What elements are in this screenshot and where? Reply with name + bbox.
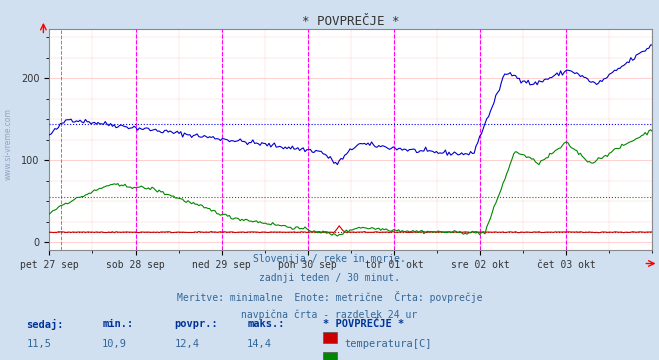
Text: min.:: min.: <box>102 319 133 329</box>
Text: Slovenija / reke in morje.: Slovenija / reke in morje. <box>253 254 406 264</box>
Text: zadnji teden / 30 minut.: zadnji teden / 30 minut. <box>259 273 400 283</box>
Text: maks.:: maks.: <box>247 319 285 329</box>
Text: 11,5: 11,5 <box>26 339 51 350</box>
Title: * POVPREČJE *: * POVPREČJE * <box>302 15 399 28</box>
Text: Meritve: minimalne  Enote: metrične  Črta: povprečje: Meritve: minimalne Enote: metrične Črta:… <box>177 291 482 303</box>
Text: 12,4: 12,4 <box>175 339 200 350</box>
Text: * POVPREČJE *: * POVPREČJE * <box>323 319 404 329</box>
Text: navpična črta - razdelek 24 ur: navpična črta - razdelek 24 ur <box>241 310 418 320</box>
Text: povpr.:: povpr.: <box>175 319 218 329</box>
Text: sedaj:: sedaj: <box>26 319 64 330</box>
Text: 14,4: 14,4 <box>247 339 272 350</box>
Text: 10,9: 10,9 <box>102 339 127 350</box>
Text: www.si-vreme.com: www.si-vreme.com <box>3 108 13 180</box>
Text: temperatura[C]: temperatura[C] <box>344 339 432 350</box>
